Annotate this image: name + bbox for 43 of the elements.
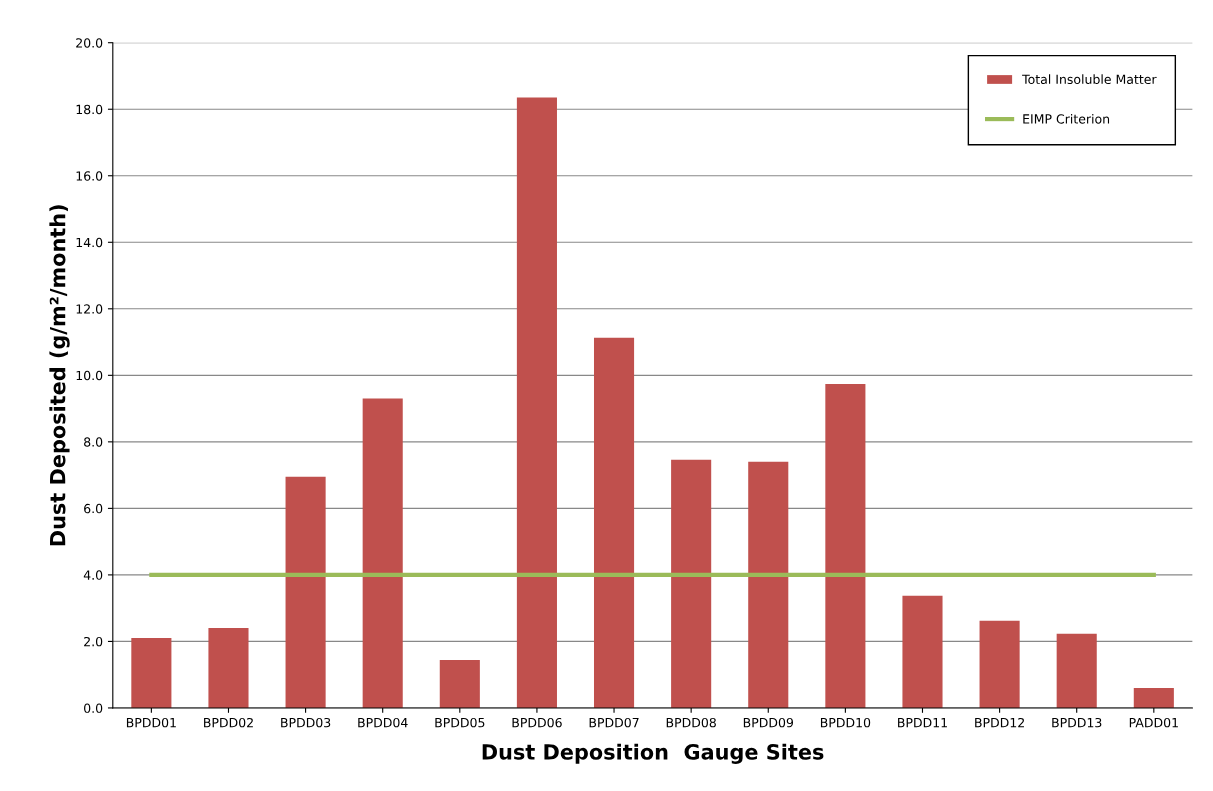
x-tick-label: BPDD12 [975,717,1024,728]
bar [285,476,326,708]
x-tick-label: BPDD06 [512,717,562,728]
bar [1056,633,1097,708]
x-tick-label: BPDD09 [743,717,794,728]
bar [208,628,249,708]
y-tick-label: 14.0 [76,237,103,248]
y-tick-label: 6.0 [84,503,103,514]
x-tick-label: PADD01 [1129,717,1178,728]
bar [1133,687,1174,708]
x-tick-label: BPDD05 [435,717,485,728]
y-tick-label: 16.0 [76,171,103,181]
y-tick-label: 4.0 [83,570,103,580]
bar [362,398,403,708]
bar [516,97,557,708]
bar [748,461,789,708]
bar [671,459,712,708]
x-tick-label: BPDD01 [126,717,176,728]
bar [131,638,172,708]
x-axis-title: Dust Deposition Gauge Sites [482,743,824,764]
x-tick-label: BPDD07 [589,717,639,728]
x-tick-label: BPDD03 [281,717,331,728]
y-tick-label: 10.0 [76,370,103,381]
y-tick-label: 12.0 [76,304,103,314]
y-axis-title: Dust Deposited (g/m²/month) [49,205,70,546]
y-tick-label: 8.0 [84,437,103,447]
y-tick-label: 2.0 [84,636,103,647]
bar [439,660,480,708]
x-tick-label: BPDD04 [358,717,408,728]
y-tick-label: 18.0 [76,104,103,115]
x-tick-label: BPDD02 [204,717,253,728]
bar [979,620,1020,708]
bar [593,337,635,708]
y-tick-label: 20.0 [76,38,103,48]
bar [825,383,866,708]
x-tick-label: BPDD08 [666,717,716,728]
bar [902,595,943,708]
x-tick-label: BPDD10 [820,717,871,728]
x-tick-label: BPDD11 [898,718,947,728]
x-tick-label: BPDD13 [1052,717,1102,728]
y-tick-label: 0.0 [84,703,103,713]
legend-label: Total Insoluble Matter [1022,74,1157,85]
legend-label: EIMP Criterion [1023,113,1110,124]
